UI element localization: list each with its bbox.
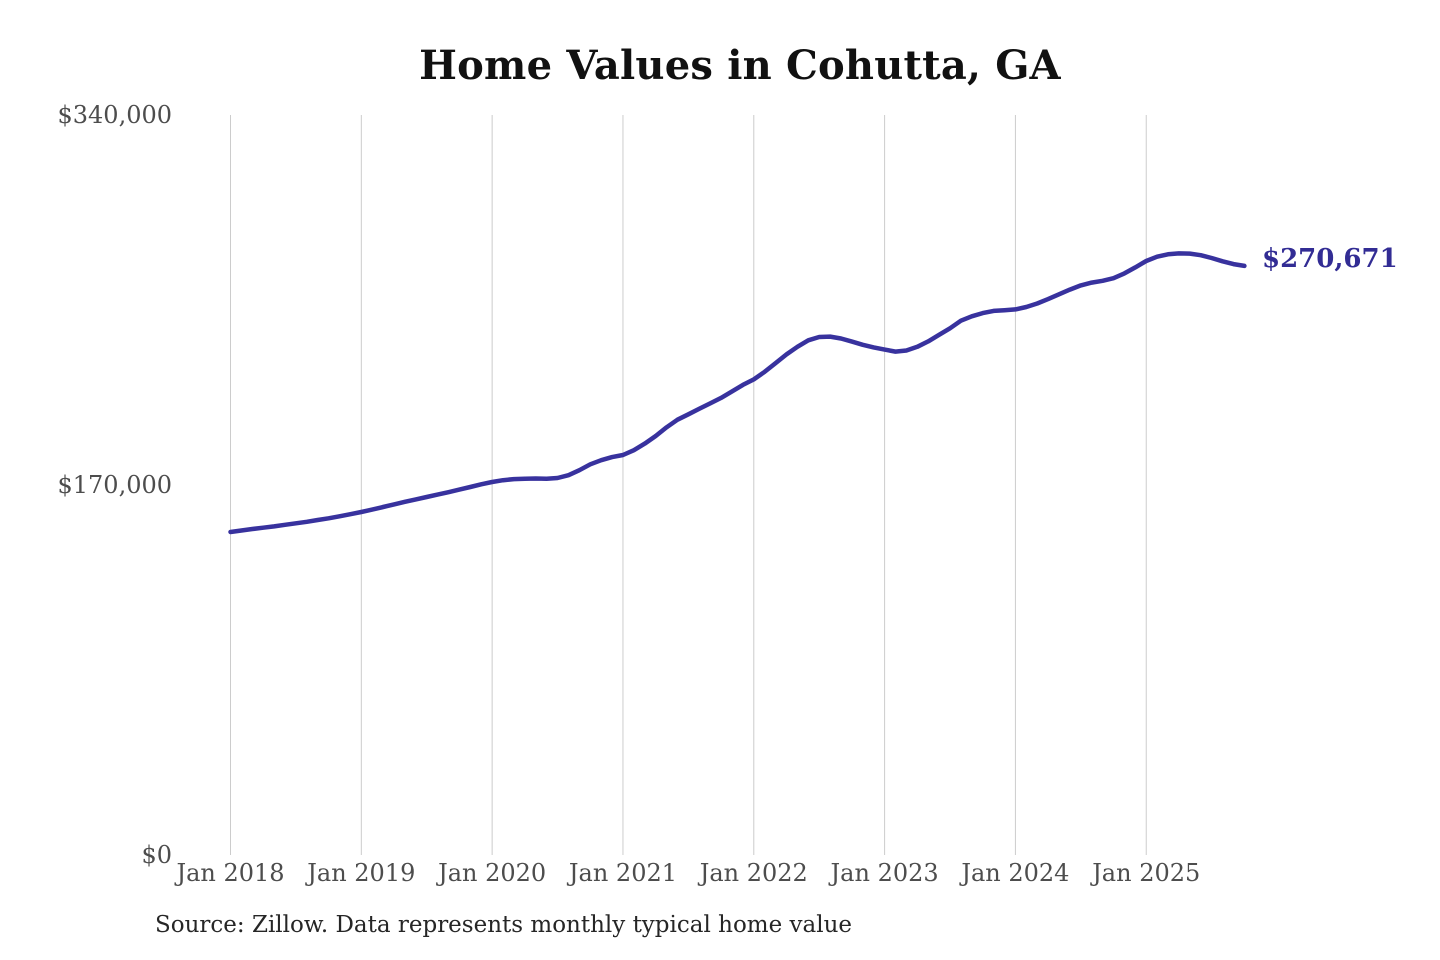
x-axis-tick-label: Jan 2021 <box>568 859 677 887</box>
x-axis-tick-label: Jan 2018 <box>176 859 285 887</box>
x-axis-tick-label: Jan 2025 <box>1092 859 1201 887</box>
x-axis-tick-label: Jan 2020 <box>438 859 547 887</box>
y-axis-tick-label: $0 <box>141 841 172 869</box>
chart-title: Home Values in Cohutta, GA <box>419 42 1061 89</box>
x-axis-tick-label: Jan 2023 <box>830 859 939 887</box>
x-axis-tick-label: Jan 2022 <box>699 859 808 887</box>
y-axis-tick-label: $170,000 <box>57 471 172 499</box>
x-axis-tick-label: Jan 2024 <box>961 859 1070 887</box>
latest-value-label: $270,671 <box>1262 244 1398 274</box>
x-axis-tick-label: Jan 2019 <box>307 859 416 887</box>
source-note: Source: Zillow. Data represents monthly … <box>155 912 853 938</box>
home-value-line <box>228 251 1247 535</box>
y-axis-tick-label: $340,000 <box>57 101 172 129</box>
gridlines-group <box>230 115 1147 855</box>
